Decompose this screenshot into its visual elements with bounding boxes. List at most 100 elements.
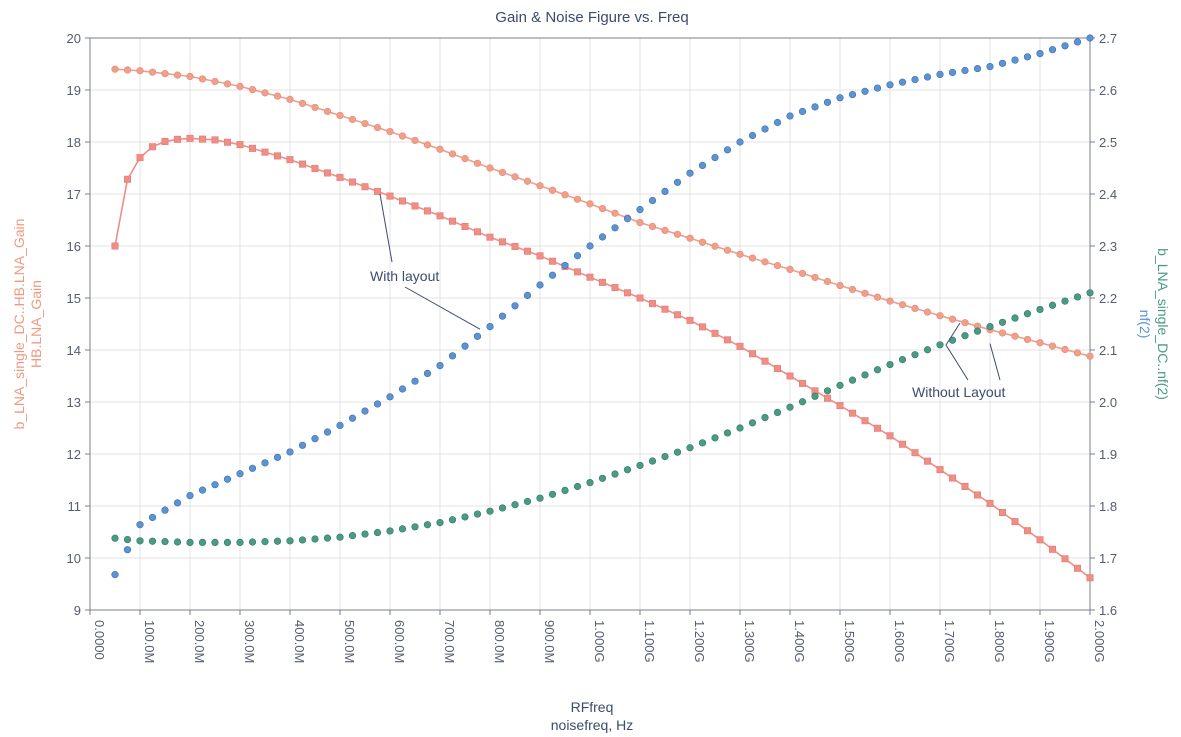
data-point — [161, 506, 169, 514]
annotations: With layout Without Layout — [370, 193, 1005, 400]
data-point — [498, 168, 507, 177]
data-point — [461, 155, 469, 163]
data-point — [536, 182, 544, 190]
x-tick-label: 2.000G — [1092, 620, 1107, 663]
data-point — [236, 470, 244, 478]
data-point — [773, 262, 782, 270]
data-point — [386, 128, 394, 136]
series-gain_with — [111, 134, 1094, 582]
data-point — [361, 183, 369, 191]
data-point — [386, 192, 394, 200]
data-point — [798, 398, 807, 406]
data-point — [1011, 332, 1019, 340]
data-point — [423, 207, 431, 215]
data-point — [236, 82, 244, 90]
data-point — [623, 289, 631, 297]
y-left-axis-label-secondary: HB.LNA_Gain — [28, 280, 44, 368]
data-point — [886, 297, 894, 305]
data-point — [736, 342, 744, 350]
data-point — [286, 537, 294, 545]
data-point — [161, 137, 169, 145]
data-point — [861, 417, 869, 425]
x-tick-label: 1.100G — [642, 620, 657, 663]
x-tick-label: 1.900G — [1042, 620, 1057, 663]
data-point — [648, 300, 656, 308]
data-point — [286, 156, 294, 164]
data-point — [986, 499, 994, 507]
data-point — [124, 175, 132, 183]
y-left-tick-label: 18 — [67, 135, 81, 150]
data-point — [598, 233, 607, 241]
data-point — [523, 247, 531, 255]
data-point — [861, 87, 869, 95]
data-point — [173, 499, 182, 507]
data-point — [873, 366, 882, 374]
data-point — [861, 371, 869, 379]
data-point — [498, 312, 507, 320]
data-point — [423, 369, 432, 378]
data-point — [661, 226, 669, 234]
data-point — [786, 372, 794, 380]
data-point — [1023, 335, 1032, 344]
y-right-axis-label-secondary: nf(2) — [1137, 310, 1153, 339]
data-point — [498, 504, 507, 512]
data-point — [761, 125, 769, 133]
data-point — [436, 212, 444, 220]
data-point — [386, 393, 394, 401]
data-point — [336, 111, 344, 120]
data-point — [173, 71, 182, 79]
data-point — [273, 92, 282, 100]
data-point — [711, 242, 719, 250]
data-point — [448, 516, 457, 524]
data-point — [723, 246, 732, 254]
data-point — [598, 278, 606, 286]
chart-title: Gain & Noise Figure vs. Freq — [495, 9, 688, 26]
annotation-leader-with-nf — [404, 286, 481, 330]
data-point — [548, 186, 557, 194]
data-point — [423, 141, 432, 149]
data-point — [123, 66, 132, 74]
data-point — [149, 143, 157, 151]
x-tick-label: 1.000G — [592, 620, 607, 663]
data-point — [249, 144, 257, 152]
data-point — [898, 440, 906, 448]
data-point — [348, 532, 357, 540]
data-point — [123, 535, 132, 544]
data-point — [223, 80, 232, 88]
data-point — [298, 160, 306, 168]
data-point — [273, 152, 281, 160]
data-point — [411, 136, 419, 145]
data-point — [523, 177, 532, 185]
data-point — [836, 402, 844, 410]
y-left-tick-label: 13 — [67, 395, 81, 410]
data-point — [823, 98, 832, 106]
data-point — [448, 217, 456, 225]
data-point — [311, 165, 319, 173]
data-point — [623, 466, 632, 474]
data-point — [761, 258, 769, 266]
data-point — [311, 435, 319, 443]
data-point — [136, 154, 144, 162]
data-point — [473, 159, 482, 167]
data-point — [398, 132, 407, 140]
data-point — [198, 538, 207, 547]
data-point — [386, 527, 394, 535]
data-point — [573, 252, 582, 260]
data-point — [673, 178, 682, 186]
x-axis-label-secondary: noisefreq, Hz — [551, 717, 633, 733]
data-point — [348, 414, 357, 422]
data-point — [973, 64, 982, 73]
data-point — [698, 323, 706, 331]
data-point — [448, 150, 457, 158]
data-point — [148, 513, 157, 522]
x-tick-label: 300.0M — [242, 620, 257, 663]
data-point — [961, 332, 969, 340]
data-point — [748, 254, 757, 262]
data-point — [111, 65, 119, 73]
data-point — [736, 424, 744, 432]
data-point — [961, 66, 969, 75]
data-point — [573, 482, 582, 491]
data-point — [786, 112, 794, 120]
annotation-without-layout: Without Layout — [912, 384, 1005, 400]
data-point — [1073, 38, 1082, 46]
